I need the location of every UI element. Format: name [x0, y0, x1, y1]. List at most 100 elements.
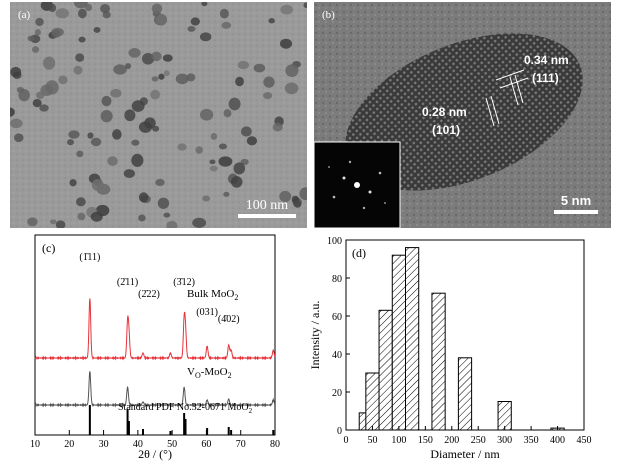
nanoparticle — [100, 3, 111, 14]
nanoparticle — [55, 220, 66, 230]
nanoparticle — [210, 132, 218, 140]
tem-micrograph: (a) 100 nm — [5, 0, 312, 231]
hist-y-tick-label: 20 — [332, 388, 342, 399]
nanoparticle — [155, 178, 165, 187]
nanoparticle — [36, 91, 45, 99]
xrd-chart: (c) (1̄11)(2̄11)(2̄22)(3̄12)(031)(4̄02) … — [30, 234, 280, 461]
hist-x-tick-label: 250 — [471, 435, 486, 446]
legend-bulk-moo2: Bulk MoO2 — [187, 288, 238, 302]
hist-bar — [405, 247, 420, 431]
hist-y-tick-label: 80 — [332, 274, 342, 285]
nanoparticle — [58, 75, 68, 85]
nanoparticle — [87, 132, 94, 139]
nanoparticle — [158, 73, 165, 80]
nanoparticle — [27, 35, 35, 42]
nanoparticle — [113, 64, 127, 75]
nanoparticle — [107, 156, 118, 166]
hist-x-tick-label: 50 — [367, 435, 377, 446]
hist-x-axis-label: Diameter / nm — [430, 447, 500, 461]
spacing-marker-line — [514, 74, 524, 104]
nanoparticle — [90, 211, 103, 222]
legend-standard-pdf: Standard PDF No.32-0671 MoO2 — [118, 402, 253, 415]
nanoparticle — [73, 0, 88, 9]
nanoparticle — [131, 100, 145, 112]
nanoparticle — [32, 46, 40, 53]
hist-x-tick-label: 400 — [550, 435, 565, 446]
nanoparticle — [93, 26, 101, 33]
nanoparticle — [128, 48, 141, 58]
nanoparticle — [125, 63, 132, 70]
spacing-marker-line — [509, 76, 519, 106]
scale-bar-a-label: 100 nm — [246, 198, 289, 213]
nanoparticle — [223, 109, 232, 118]
nanoparticle — [101, 95, 112, 107]
nanoparticle — [192, 217, 207, 228]
xrd-peak-label: (4̄02) — [218, 314, 240, 325]
xrd-x-tick-label: 50 — [167, 439, 177, 450]
nanoparticle — [100, 110, 113, 123]
nanoparticle — [91, 179, 104, 192]
hist-y-tick-label: 60 — [332, 312, 342, 323]
xrd-peak-label: (031) — [196, 307, 218, 318]
spacing-marker-line — [490, 95, 500, 125]
hist-x-tick-label: 200 — [444, 435, 459, 446]
hist-bar — [378, 309, 393, 431]
hist-x-tick-label: 300 — [497, 435, 512, 446]
nanoparticle — [14, 133, 24, 143]
hist-bar — [457, 357, 473, 431]
nanoparticle — [263, 92, 273, 100]
nanoparticle — [141, 53, 155, 65]
xrd-peak-label: (1̄11) — [79, 252, 100, 263]
legend-vo-moo2: VO-MoO2 — [187, 366, 232, 380]
hist-bar — [497, 401, 512, 431]
nanoparticle — [16, 86, 25, 93]
nanoparticle — [201, 1, 208, 7]
nanoparticle — [90, 137, 102, 147]
tem-image-panel: (a) 100 nm — [5, 0, 312, 231]
lattice-plane-2: (101) — [432, 123, 460, 137]
nanoparticle — [223, 191, 230, 197]
tem-background — [10, 2, 307, 228]
hist-y-tick-label: 0 — [337, 426, 342, 437]
scale-bar-a — [238, 214, 296, 218]
xrd-series-bulk-moo2 — [34, 298, 276, 361]
hist-y-tick-label: 100 — [327, 236, 342, 247]
hist-x-ticks: 0 50 100 150 200 250 300 350 400 450 — [344, 426, 592, 446]
panel-c-label: (c) — [42, 241, 55, 255]
xrd-x-tick-label: 70 — [236, 439, 246, 450]
nanoparticle — [221, 21, 232, 29]
nanoparticle — [112, 129, 122, 140]
nanoparticle — [69, 179, 77, 187]
xrd-series-vo-moo2 — [34, 371, 276, 408]
size-histogram: (d) 0 50 100 150 200 250 300 350 400 450 0 20 40 60 8… — [308, 236, 592, 461]
nanoparticle — [32, 99, 42, 108]
fft-inset — [313, 141, 401, 229]
xrd-x-tick-label: 60 — [201, 439, 211, 450]
nanoparticle — [241, 126, 252, 137]
nanoparticle — [162, 54, 173, 62]
crystal-lattice — [345, 33, 583, 191]
nanoparticle — [163, 212, 171, 218]
hist-bar — [431, 292, 446, 431]
hist-x-tick-label: 450 — [577, 435, 592, 446]
nanoparticle — [293, 200, 302, 208]
nanoparticle — [45, 80, 59, 95]
xrd-peak-label: (2̄11) — [117, 277, 138, 288]
spacing-marker-line — [499, 77, 529, 89]
hist-y-axis-label: Intensity / a.u. — [308, 301, 322, 370]
nanoparticle — [10, 66, 22, 78]
nanoparticle — [35, 17, 44, 27]
nanoparticle — [49, 219, 57, 225]
nanoparticle — [199, 108, 214, 121]
nanoparticle — [235, 76, 244, 87]
xrd-x-ticks: 10 20 30 40 50 60 70 80 — [30, 430, 280, 450]
nanoparticle — [285, 64, 299, 78]
lattice-spacing-2: 0.28 nm — [422, 105, 467, 119]
nanoparticle — [151, 3, 163, 14]
spacing-marker-line — [485, 97, 495, 127]
nanoparticle — [77, 212, 86, 221]
nanoparticle — [144, 117, 156, 129]
nanoparticle — [209, 165, 218, 172]
nanoparticle — [157, 197, 170, 209]
nanoparticle — [75, 197, 86, 207]
